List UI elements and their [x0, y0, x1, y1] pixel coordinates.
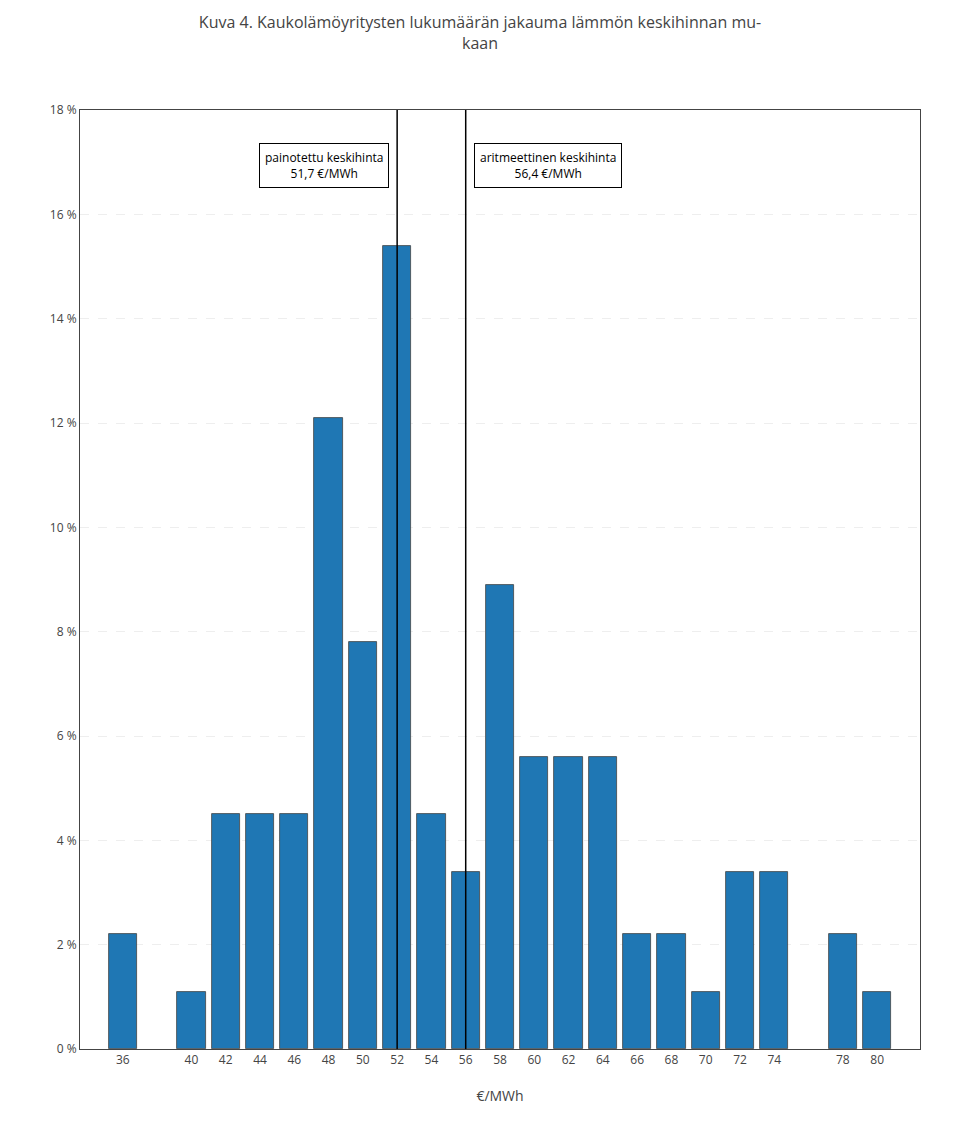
svg-text:10 %: 10 %	[50, 519, 77, 536]
svg-text:54: 54	[425, 1051, 439, 1068]
svg-text:6 %: 6 %	[57, 727, 77, 744]
svg-text:2 %: 2 %	[57, 936, 77, 953]
svg-text:80: 80	[870, 1051, 884, 1068]
svg-text:74: 74	[767, 1051, 781, 1068]
svg-text:66: 66	[630, 1051, 644, 1068]
svg-text:40: 40	[185, 1051, 199, 1068]
svg-text:48: 48	[322, 1051, 336, 1068]
svg-text:aritmeettinen keskihinta56,4 €: aritmeettinen keskihinta56,4 €/MWh	[480, 149, 616, 182]
svg-text:Kuva 4. Kaukolämöyritysten luk: Kuva 4. Kaukolämöyritysten lukumäärän ja…	[199, 11, 761, 54]
svg-text:4 %: 4 %	[57, 832, 77, 849]
svg-text:42: 42	[219, 1051, 233, 1068]
svg-text:70: 70	[699, 1051, 713, 1068]
svg-text:18 %: 18 %	[50, 101, 77, 118]
svg-text:0 %: 0 %	[57, 1040, 77, 1057]
svg-text:68: 68	[665, 1051, 679, 1068]
svg-text:50: 50	[356, 1051, 370, 1068]
svg-text:60: 60	[527, 1051, 541, 1068]
svg-text:52: 52	[390, 1051, 404, 1068]
svg-text:72: 72	[733, 1051, 747, 1068]
svg-text:44: 44	[253, 1051, 267, 1068]
svg-text:painotettu keskihinta51,7 €/MW: painotettu keskihinta51,7 €/MWh	[265, 149, 383, 182]
svg-text:36: 36	[116, 1051, 130, 1068]
svg-text:64: 64	[596, 1051, 610, 1068]
svg-text:62: 62	[562, 1051, 576, 1068]
svg-text:16 %: 16 %	[50, 206, 77, 223]
svg-text:56: 56	[459, 1051, 473, 1068]
svg-text:12 %: 12 %	[50, 414, 77, 431]
svg-text:78: 78	[836, 1051, 850, 1068]
svg-text:€/MWh: €/MWh	[476, 1086, 523, 1105]
svg-text:46: 46	[287, 1051, 301, 1068]
svg-text:8 %: 8 %	[57, 623, 77, 640]
svg-text:58: 58	[493, 1051, 507, 1068]
svg-text:14 %: 14 %	[50, 310, 77, 327]
